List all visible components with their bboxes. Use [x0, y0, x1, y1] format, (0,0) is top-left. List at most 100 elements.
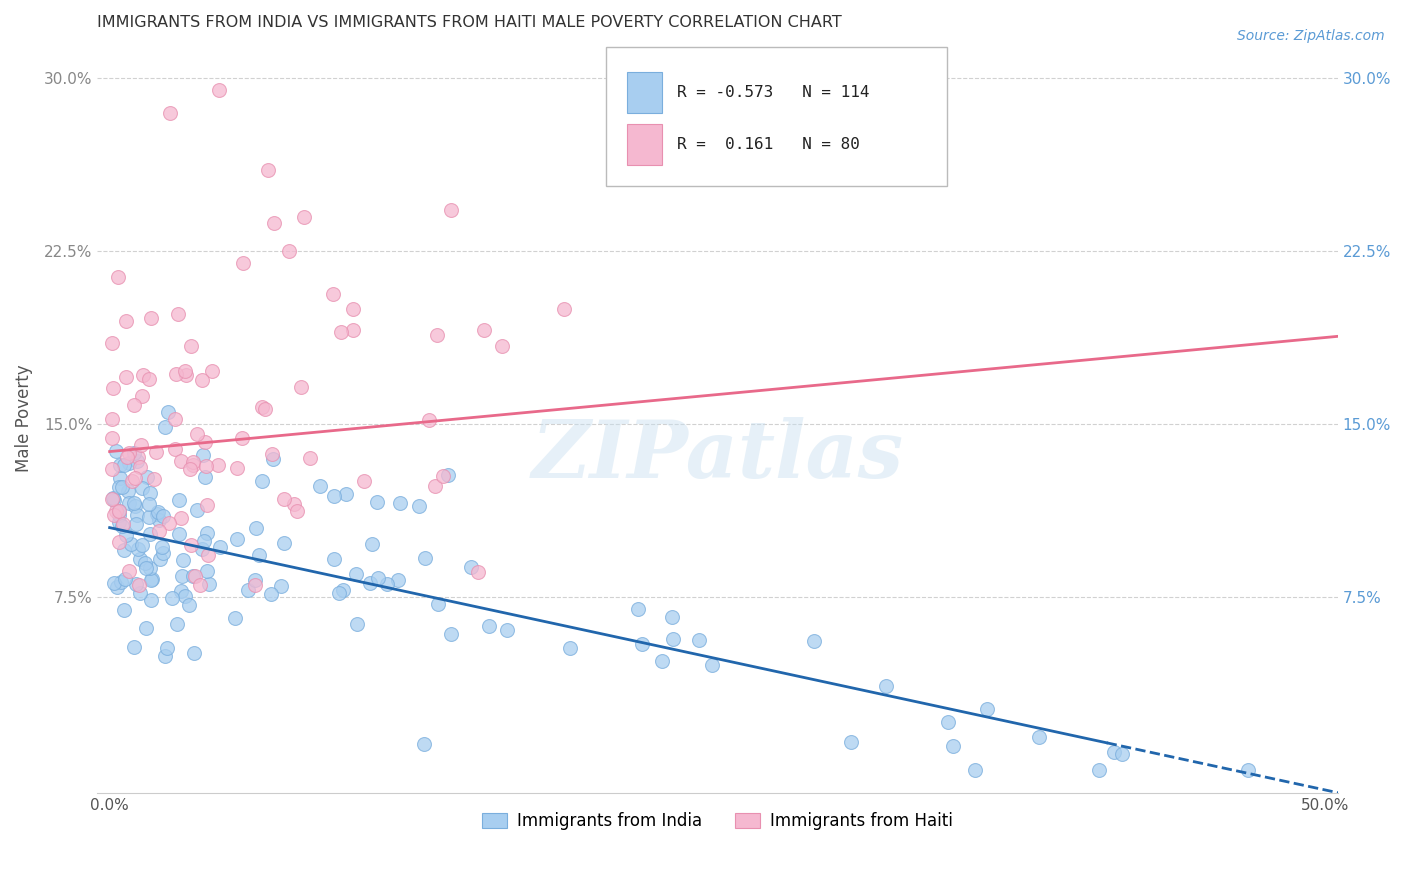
Text: R = -0.573   N = 114: R = -0.573 N = 114 — [676, 85, 869, 100]
Point — [104, 444, 127, 458]
Point — [1237, 763, 1260, 777]
Point — [103, 508, 125, 523]
Point — [207, 458, 229, 473]
Point — [323, 552, 346, 566]
Point — [152, 546, 174, 560]
Point — [174, 364, 197, 378]
Point — [191, 542, 214, 557]
Point — [194, 458, 217, 473]
Point — [839, 735, 862, 749]
Point — [243, 573, 266, 587]
Point — [141, 311, 163, 326]
Point — [181, 454, 204, 468]
Point — [121, 474, 143, 488]
Point — [965, 763, 987, 777]
Point — [367, 571, 389, 585]
Point — [131, 481, 153, 495]
Point — [329, 325, 352, 339]
Point — [124, 499, 146, 513]
Point — [166, 616, 188, 631]
Point — [184, 569, 207, 583]
Point — [226, 532, 249, 546]
Text: IMMIGRANTS FROM INDIA VS IMMIGRANTS FROM HAITI MALE POVERTY CORRELATION CHART: IMMIGRANTS FROM INDIA VS IMMIGRANTS FROM… — [97, 15, 842, 30]
Point — [342, 301, 364, 316]
Point — [186, 502, 208, 516]
Point — [157, 516, 180, 531]
Point — [146, 505, 169, 519]
Point — [188, 578, 211, 592]
Point — [467, 565, 489, 579]
Point — [413, 737, 436, 751]
Point — [201, 364, 224, 378]
Point — [132, 368, 155, 382]
Point — [285, 504, 308, 518]
Point — [179, 462, 201, 476]
Point — [131, 389, 153, 403]
Point — [472, 323, 495, 337]
Point — [803, 633, 825, 648]
Point — [107, 504, 129, 518]
Point — [1028, 731, 1050, 745]
Point — [108, 508, 131, 522]
Point — [936, 715, 959, 730]
Point — [245, 520, 267, 534]
Point — [387, 573, 409, 587]
Point — [700, 658, 723, 673]
Point — [976, 701, 998, 715]
Point — [194, 470, 217, 484]
Point — [478, 619, 501, 633]
Point — [224, 611, 246, 625]
Point — [129, 552, 152, 566]
Point — [129, 586, 152, 600]
Legend: Immigrants from India, Immigrants from Haiti: Immigrants from India, Immigrants from H… — [475, 805, 960, 837]
Point — [108, 535, 131, 549]
Point — [322, 489, 344, 503]
Point — [292, 210, 315, 224]
Point — [138, 510, 160, 524]
Point — [170, 583, 193, 598]
Point — [103, 492, 125, 507]
Point — [388, 496, 411, 510]
Point — [172, 552, 194, 566]
Point — [101, 431, 124, 445]
Point — [104, 504, 127, 518]
Point — [112, 458, 135, 472]
Point — [252, 401, 274, 415]
Point — [122, 640, 145, 654]
Point — [193, 534, 215, 549]
Point — [191, 448, 214, 462]
Point — [103, 576, 125, 591]
Point — [111, 518, 134, 533]
Point — [236, 582, 259, 597]
Point — [273, 491, 295, 506]
Point — [138, 372, 160, 386]
Point — [125, 577, 148, 591]
Point — [107, 515, 129, 529]
Point — [195, 525, 218, 540]
Point — [440, 626, 463, 640]
Point — [437, 467, 460, 482]
Point — [180, 339, 202, 353]
Point — [129, 438, 152, 452]
Point — [375, 577, 398, 591]
Point — [118, 446, 141, 460]
Point — [118, 456, 141, 470]
Point — [232, 255, 254, 269]
Point — [135, 621, 157, 635]
Y-axis label: Male Poverty: Male Poverty — [15, 364, 32, 472]
Point — [131, 538, 153, 552]
Point — [360, 537, 382, 551]
Point — [127, 453, 149, 467]
Text: R =  0.161   N = 80: R = 0.161 N = 80 — [676, 137, 859, 153]
Point — [153, 419, 176, 434]
Point — [108, 458, 131, 472]
Point — [108, 480, 131, 494]
Point — [125, 508, 148, 522]
Point — [157, 405, 180, 419]
Point — [183, 646, 205, 660]
Point — [167, 527, 190, 541]
Point — [651, 654, 673, 668]
Point — [413, 550, 436, 565]
Point — [309, 479, 332, 493]
Point — [138, 497, 160, 511]
